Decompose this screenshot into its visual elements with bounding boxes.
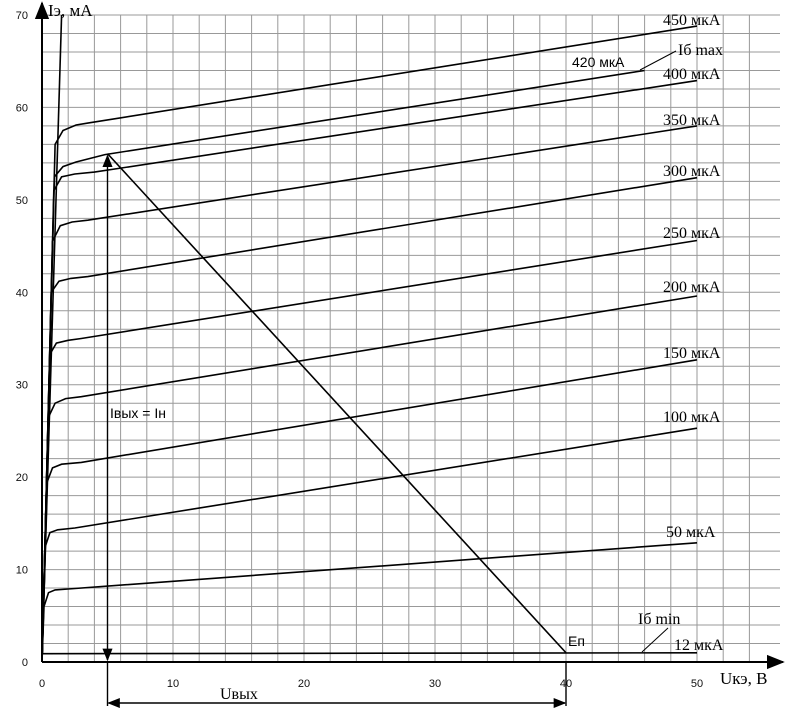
load-line (106, 153, 567, 654)
series-curve-0 (41, 651, 698, 655)
series-curve-11 (41, 14, 63, 663)
characteristic-curves (41, 14, 698, 663)
y-tick-label: 60 (16, 102, 28, 114)
ib-max-leader (639, 50, 677, 71)
series-label-12: 12 мкА (674, 637, 724, 654)
y-tick-label: 0 (22, 657, 28, 669)
series-label-100: 100 мкА (663, 409, 721, 426)
x-axis-title: Uкэ, В (720, 669, 767, 688)
x-tick-label: 30 (429, 678, 441, 690)
x-tick-label: 20 (298, 678, 310, 690)
series-curve-4 (41, 295, 698, 663)
series-label-300: 300 мкА (663, 163, 721, 180)
x-tick-label: 0 (39, 678, 45, 690)
y-tick-label: 50 (16, 195, 28, 207)
output-current-label: Iвых = Iн (110, 405, 166, 421)
output-voltage-label: Uвых (220, 686, 258, 703)
series-label-250: 250 мкА (663, 225, 721, 242)
series-label-200: 200 мкА (663, 279, 721, 296)
series-label-150: 150 мкА (663, 345, 721, 362)
y-axis-title: Iэ, мА (48, 1, 93, 20)
y-tick-label: 20 (16, 472, 28, 484)
x-tick-label: 50 (691, 678, 703, 690)
series-curve-1 (41, 542, 698, 663)
series-label-50: 50 мкА (666, 524, 716, 541)
y-tick-label: 30 (16, 380, 28, 392)
supply-voltage-label: Eп (568, 633, 585, 649)
series-label-400: 400 мкА (663, 66, 721, 83)
series-curve-10 (41, 25, 698, 663)
y-tick-label: 10 (16, 565, 28, 577)
grid (42, 14, 780, 662)
series-curve-7 (41, 125, 698, 663)
series-curve-8 (41, 79, 698, 663)
ib-min-leader (641, 627, 669, 653)
series-curve-2 (41, 427, 698, 663)
y-tick-label: 70 (16, 10, 28, 22)
y-tick-label: 40 (16, 287, 28, 299)
ib-min-label: Iб min (638, 611, 680, 628)
series-label-350: 350 мкА (663, 112, 721, 129)
ib-max-label: Iб max (678, 42, 723, 59)
series-curve-5 (41, 239, 698, 663)
x-tick-label: 10 (167, 678, 179, 690)
series-label-420: 420 мкА (572, 54, 625, 70)
series-label-450: 450 мкА (663, 12, 721, 29)
